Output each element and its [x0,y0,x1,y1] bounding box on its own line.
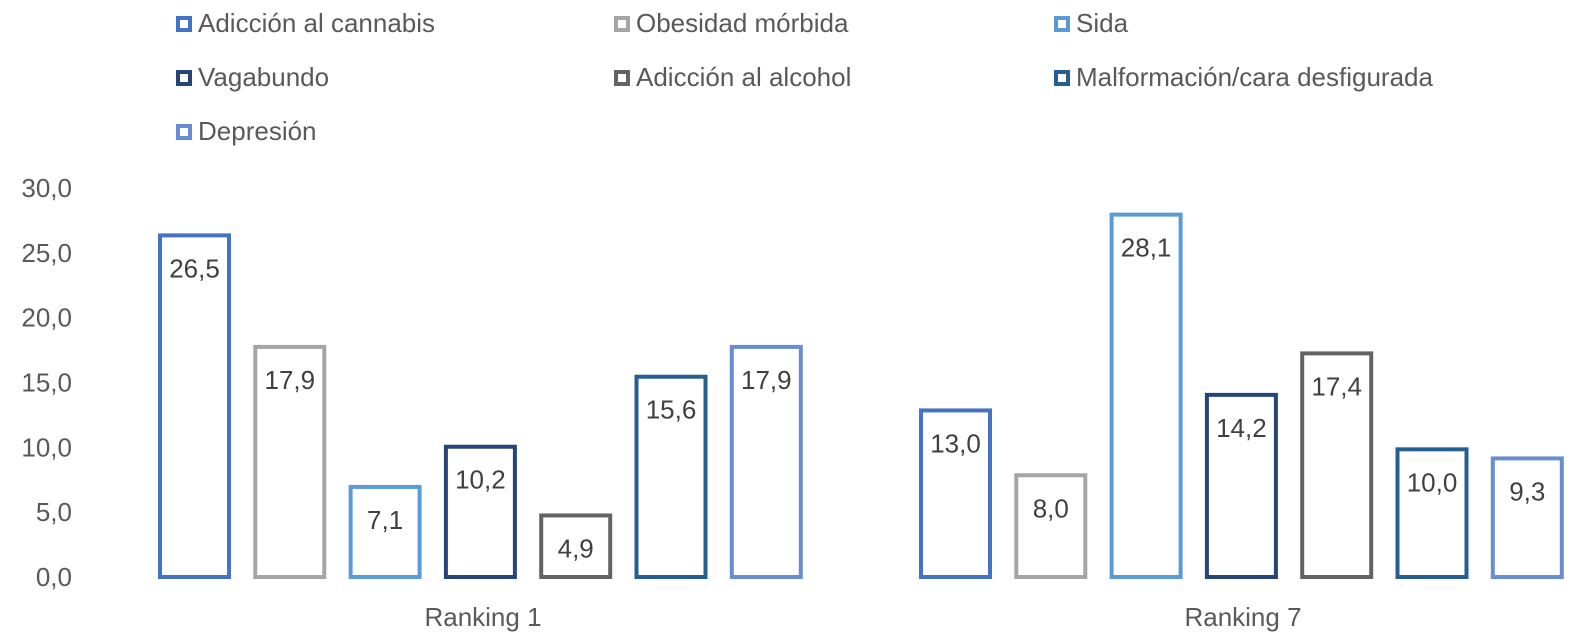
data-label: 15,6 [646,395,697,425]
legend-label: Vagabundo [198,62,330,92]
bar [348,484,422,580]
y-tick-label: 25,0 [21,238,72,268]
bar [158,233,231,579]
x-category-label: Ranking 1 [424,602,541,632]
y-tick-label: 20,0 [21,303,72,333]
legend-swatch [614,69,630,86]
data-label: 17,9 [741,365,792,395]
legend-swatch [176,123,192,140]
bar [1300,351,1374,579]
y-tick-label: 10,0 [21,432,72,462]
bar [1109,212,1183,580]
legend-item: Depresión [176,116,317,147]
legend-item: Adicción al cannabis [176,8,435,39]
y-tick-label: 5,0 [36,497,72,527]
bar [1014,473,1088,579]
data-label: 14,2 [1216,413,1267,443]
legend-swatch [1054,15,1070,32]
legend-label: Adicción al cannabis [198,8,436,38]
bar [253,344,327,579]
data-label: 28,1 [1121,233,1172,263]
y-tick-label: 15,0 [21,368,72,398]
bar [539,513,613,579]
legend-swatch [1054,69,1070,86]
legend-label: Sida [1076,8,1129,38]
data-label: 10,2 [455,465,506,495]
bar [1204,392,1278,579]
legend-label: Depresión [198,116,317,146]
y-tick-label: 0,0 [36,562,72,592]
bar [919,408,992,579]
data-label: 13,0 [930,428,981,458]
legend-item: Malformación/cara desfigurada [1054,62,1433,93]
legend-swatch [176,15,192,32]
data-label: 4,9 [558,533,594,563]
data-label: 17,9 [264,365,315,395]
legend-label: Adicción al alcohol [636,62,852,92]
bar [443,444,517,579]
legend-swatch [614,15,630,32]
bar [634,374,708,579]
bar [1490,456,1564,579]
legend-item: Obesidad mórbida [614,8,848,39]
bar [1395,447,1469,580]
legend-item: Vagabundo [176,62,329,93]
data-label: 8,0 [1033,493,1069,523]
data-label: 17,4 [1311,371,1362,401]
data-label: 9,3 [1509,476,1545,506]
x-category-label: Ranking 7 [1184,602,1301,632]
data-label: 7,1 [367,505,403,535]
data-label: 26,5 [169,253,220,283]
legend-swatch [176,69,192,86]
legend-item: Adicción al alcohol [614,62,851,93]
bar [729,344,803,579]
legend-item: Sida [1054,8,1128,39]
data-label: 10,0 [1407,467,1458,497]
legend-label: Malformación/cara desfigurada [1076,62,1433,92]
legend-label: Obesidad mórbida [636,8,849,38]
y-tick-label: 30,0 [21,173,72,203]
